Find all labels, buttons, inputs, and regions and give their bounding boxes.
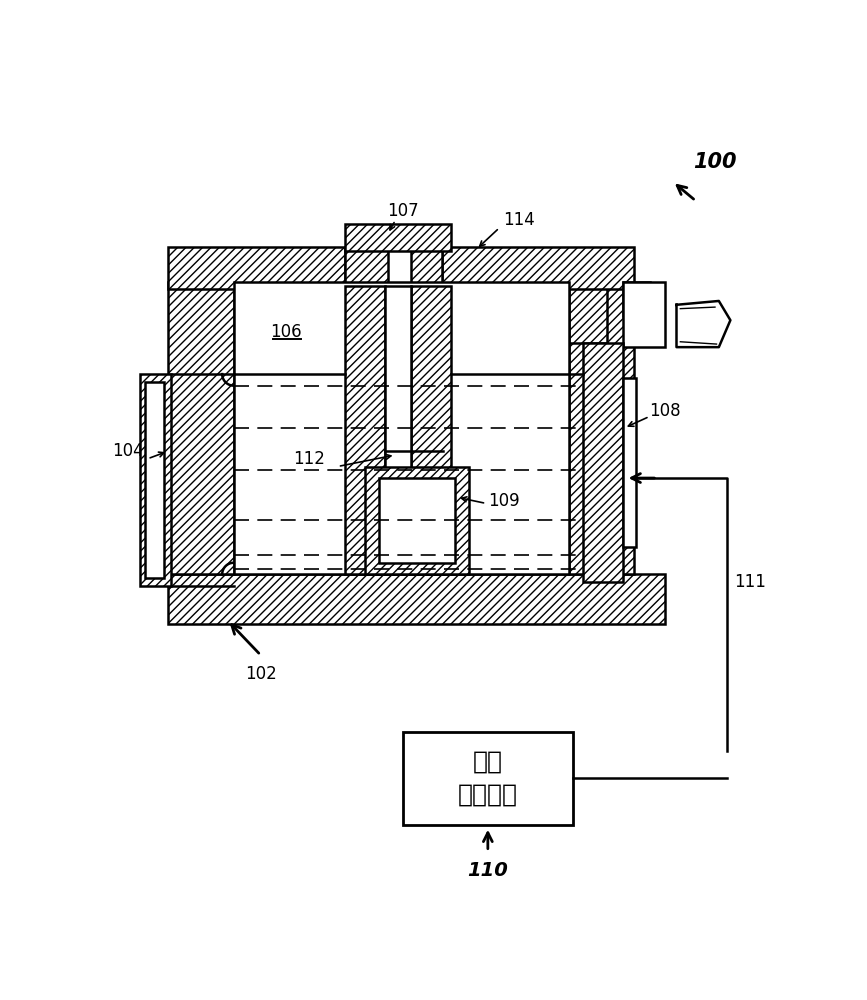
Bar xyxy=(623,282,649,316)
Bar xyxy=(441,247,634,289)
Bar xyxy=(379,478,454,563)
Bar xyxy=(168,574,665,624)
Bar xyxy=(403,732,572,825)
Polygon shape xyxy=(676,301,730,347)
Text: 106: 106 xyxy=(271,323,302,341)
Text: 112: 112 xyxy=(293,450,325,468)
Text: 109: 109 xyxy=(488,492,519,510)
Text: 102: 102 xyxy=(244,665,277,683)
Bar xyxy=(145,382,165,578)
Bar xyxy=(345,286,386,574)
Text: 114: 114 xyxy=(503,211,535,229)
Text: 108: 108 xyxy=(649,402,681,420)
Bar xyxy=(411,286,451,574)
Bar xyxy=(345,224,451,251)
Bar xyxy=(569,282,634,574)
Bar xyxy=(411,247,441,289)
Bar xyxy=(234,282,569,574)
Text: 107: 107 xyxy=(388,202,419,220)
Bar xyxy=(623,378,636,547)
Bar xyxy=(386,286,411,574)
Bar xyxy=(623,282,665,347)
Bar xyxy=(140,374,171,586)
Bar xyxy=(365,466,468,574)
Bar xyxy=(345,247,388,289)
Bar xyxy=(583,343,623,582)
Text: 100: 100 xyxy=(694,152,737,172)
Text: 111: 111 xyxy=(734,573,766,591)
Text: 110: 110 xyxy=(467,861,508,880)
Bar xyxy=(569,282,607,343)
Bar xyxy=(168,247,345,289)
Bar xyxy=(168,282,234,574)
Text: 104: 104 xyxy=(112,442,143,460)
Text: 信号
生成单元: 信号 生成单元 xyxy=(458,750,518,807)
